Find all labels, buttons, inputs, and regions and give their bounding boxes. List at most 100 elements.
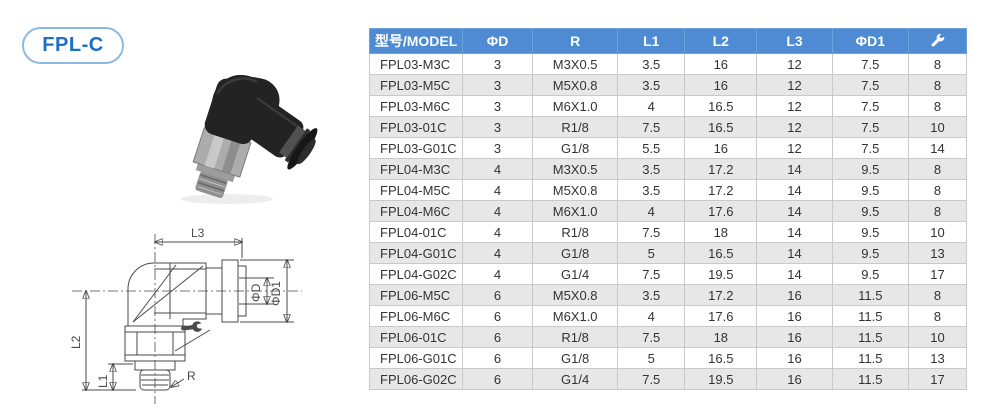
cell-wrench: 8 <box>908 95 967 117</box>
cell-l3: 16 <box>756 347 833 369</box>
cell-wrench: 13 <box>908 347 967 369</box>
cell-d: 3 <box>462 116 533 138</box>
cell-model: FPL03-G01C <box>368 137 464 159</box>
body-outline <box>127 259 247 326</box>
cell-d1: 11.5 <box>831 347 910 369</box>
cell-r: R1/8 <box>531 326 619 348</box>
cell-l3: 16 <box>756 368 833 390</box>
wrench-icon <box>931 33 945 46</box>
cell-l1: 3.5 <box>617 53 686 75</box>
cell-l1: 7.5 <box>617 368 686 390</box>
cell-l3: 12 <box>756 137 833 159</box>
model-series-label: FPL-C <box>42 34 104 56</box>
cell-r: M6X1.0 <box>531 95 619 117</box>
cell-l1: 7.5 <box>617 221 686 243</box>
cell-l1: 5 <box>617 242 686 264</box>
table-row: FPL03-M6C 3 M6X1.0 4 16.5 12 7.5 8 <box>368 95 967 117</box>
cell-model: FPL04-01C <box>368 221 464 243</box>
cell-model: FPL04-M6C <box>368 200 464 222</box>
col-header-model: 型号/MODEL <box>368 28 464 54</box>
cell-l1: 3.5 <box>617 284 686 306</box>
table-row: FPL06-01C 6 R1/8 7.5 18 16 11.5 10 <box>368 326 967 348</box>
cell-r: M5X0.8 <box>531 284 619 306</box>
nut-and-thread-outline <box>124 325 186 391</box>
cell-r: M3X0.5 <box>531 53 619 75</box>
cell-l3: 12 <box>756 74 833 96</box>
cell-r: M6X1.0 <box>531 200 619 222</box>
product-photo <box>181 75 318 204</box>
cell-l3: 14 <box>756 179 833 201</box>
cell-d1: 9.5 <box>831 179 910 201</box>
cell-wrench: 17 <box>908 368 967 390</box>
cell-r: R1/8 <box>531 221 619 243</box>
cell-d: 3 <box>462 95 533 117</box>
cell-d1: 9.5 <box>831 242 910 264</box>
cell-l3: 12 <box>756 95 833 117</box>
cell-l1: 3.5 <box>617 179 686 201</box>
col-header-l1: L1 <box>617 28 686 54</box>
cell-d: 6 <box>462 305 533 327</box>
table-row: FPL03-01C 3 R1/8 7.5 16.5 12 7.5 10 <box>368 116 967 138</box>
cell-r: M5X0.8 <box>531 74 619 96</box>
cell-d: 6 <box>462 326 533 348</box>
dim-d1: ΦD1 <box>240 260 294 322</box>
cell-l1: 4 <box>617 305 686 327</box>
cell-d: 4 <box>462 221 533 243</box>
cell-d: 3 <box>462 74 533 96</box>
cell-l1: 3.5 <box>617 158 686 180</box>
cell-l3: 14 <box>756 221 833 243</box>
cell-model: FPL03-M3C <box>368 53 464 75</box>
cell-d1: 9.5 <box>831 221 910 243</box>
cell-d: 6 <box>462 284 533 306</box>
cell-model: FPL04-G01C <box>368 242 464 264</box>
cell-wrench: 13 <box>908 242 967 264</box>
cell-l1: 7.5 <box>617 326 686 348</box>
wrench-callout <box>174 321 211 352</box>
cell-d1: 11.5 <box>831 305 910 327</box>
cell-model: FPL06-G02C <box>368 368 464 390</box>
cell-r: M6X1.0 <box>531 305 619 327</box>
cell-l3: 12 <box>756 116 833 138</box>
svg-text:L3: L3 <box>191 226 205 240</box>
dim-l2: L2 <box>69 291 136 390</box>
cell-l1: 5 <box>617 347 686 369</box>
cell-d1: 7.5 <box>831 95 910 117</box>
cell-model: FPL04-M5C <box>368 179 464 201</box>
cell-d1: 11.5 <box>831 326 910 348</box>
svg-text:ΦD: ΦD <box>249 283 263 302</box>
cell-d1: 7.5 <box>831 137 910 159</box>
cell-l2: 16 <box>684 53 758 75</box>
cell-model: FPL06-01C <box>368 326 464 348</box>
cell-d1: 7.5 <box>831 116 910 138</box>
cell-d: 4 <box>462 158 533 180</box>
dimension-drawing: L3 ΦD ΦD1 L2 L1 <box>69 226 302 404</box>
cell-d1: 9.5 <box>831 263 910 285</box>
cell-model: FPL06-M6C <box>368 305 464 327</box>
cell-l3: 12 <box>756 53 833 75</box>
tube-port <box>235 94 318 170</box>
col-header-l3: L3 <box>756 28 833 54</box>
table-row: FPL04-G02C 4 G1/4 7.5 19.5 14 9.5 17 <box>368 263 967 285</box>
cell-wrench: 10 <box>908 326 967 348</box>
svg-text:L1: L1 <box>96 374 110 388</box>
cell-r: M5X0.8 <box>531 179 619 201</box>
cell-l2: 19.5 <box>684 263 758 285</box>
cell-l3: 14 <box>756 200 833 222</box>
table-row: FPL06-M5C 6 M5X0.8 3.5 17.2 16 11.5 8 <box>368 284 967 306</box>
cell-r: G1/4 <box>531 368 619 390</box>
cell-r: G1/8 <box>531 347 619 369</box>
cell-d: 3 <box>462 137 533 159</box>
table-row: FPL06-G01C 6 G1/8 5 16.5 16 11.5 13 <box>368 347 967 369</box>
svg-text:ΦD1: ΦD1 <box>269 281 283 306</box>
cell-l1: 5.5 <box>617 137 686 159</box>
cell-d1: 9.5 <box>831 200 910 222</box>
cell-model: FPL03-M6C <box>368 95 464 117</box>
cell-model: FPL03-M5C <box>368 74 464 96</box>
cell-d1: 9.5 <box>831 158 910 180</box>
table-row: FPL06-G02C 6 G1/4 7.5 19.5 16 11.5 17 <box>368 368 967 390</box>
dim-l3: L3 <box>155 226 242 258</box>
cell-d: 6 <box>462 368 533 390</box>
cell-l1: 4 <box>617 95 686 117</box>
cell-l2: 17.6 <box>684 305 758 327</box>
cell-model: FPL04-M3C <box>368 158 464 180</box>
